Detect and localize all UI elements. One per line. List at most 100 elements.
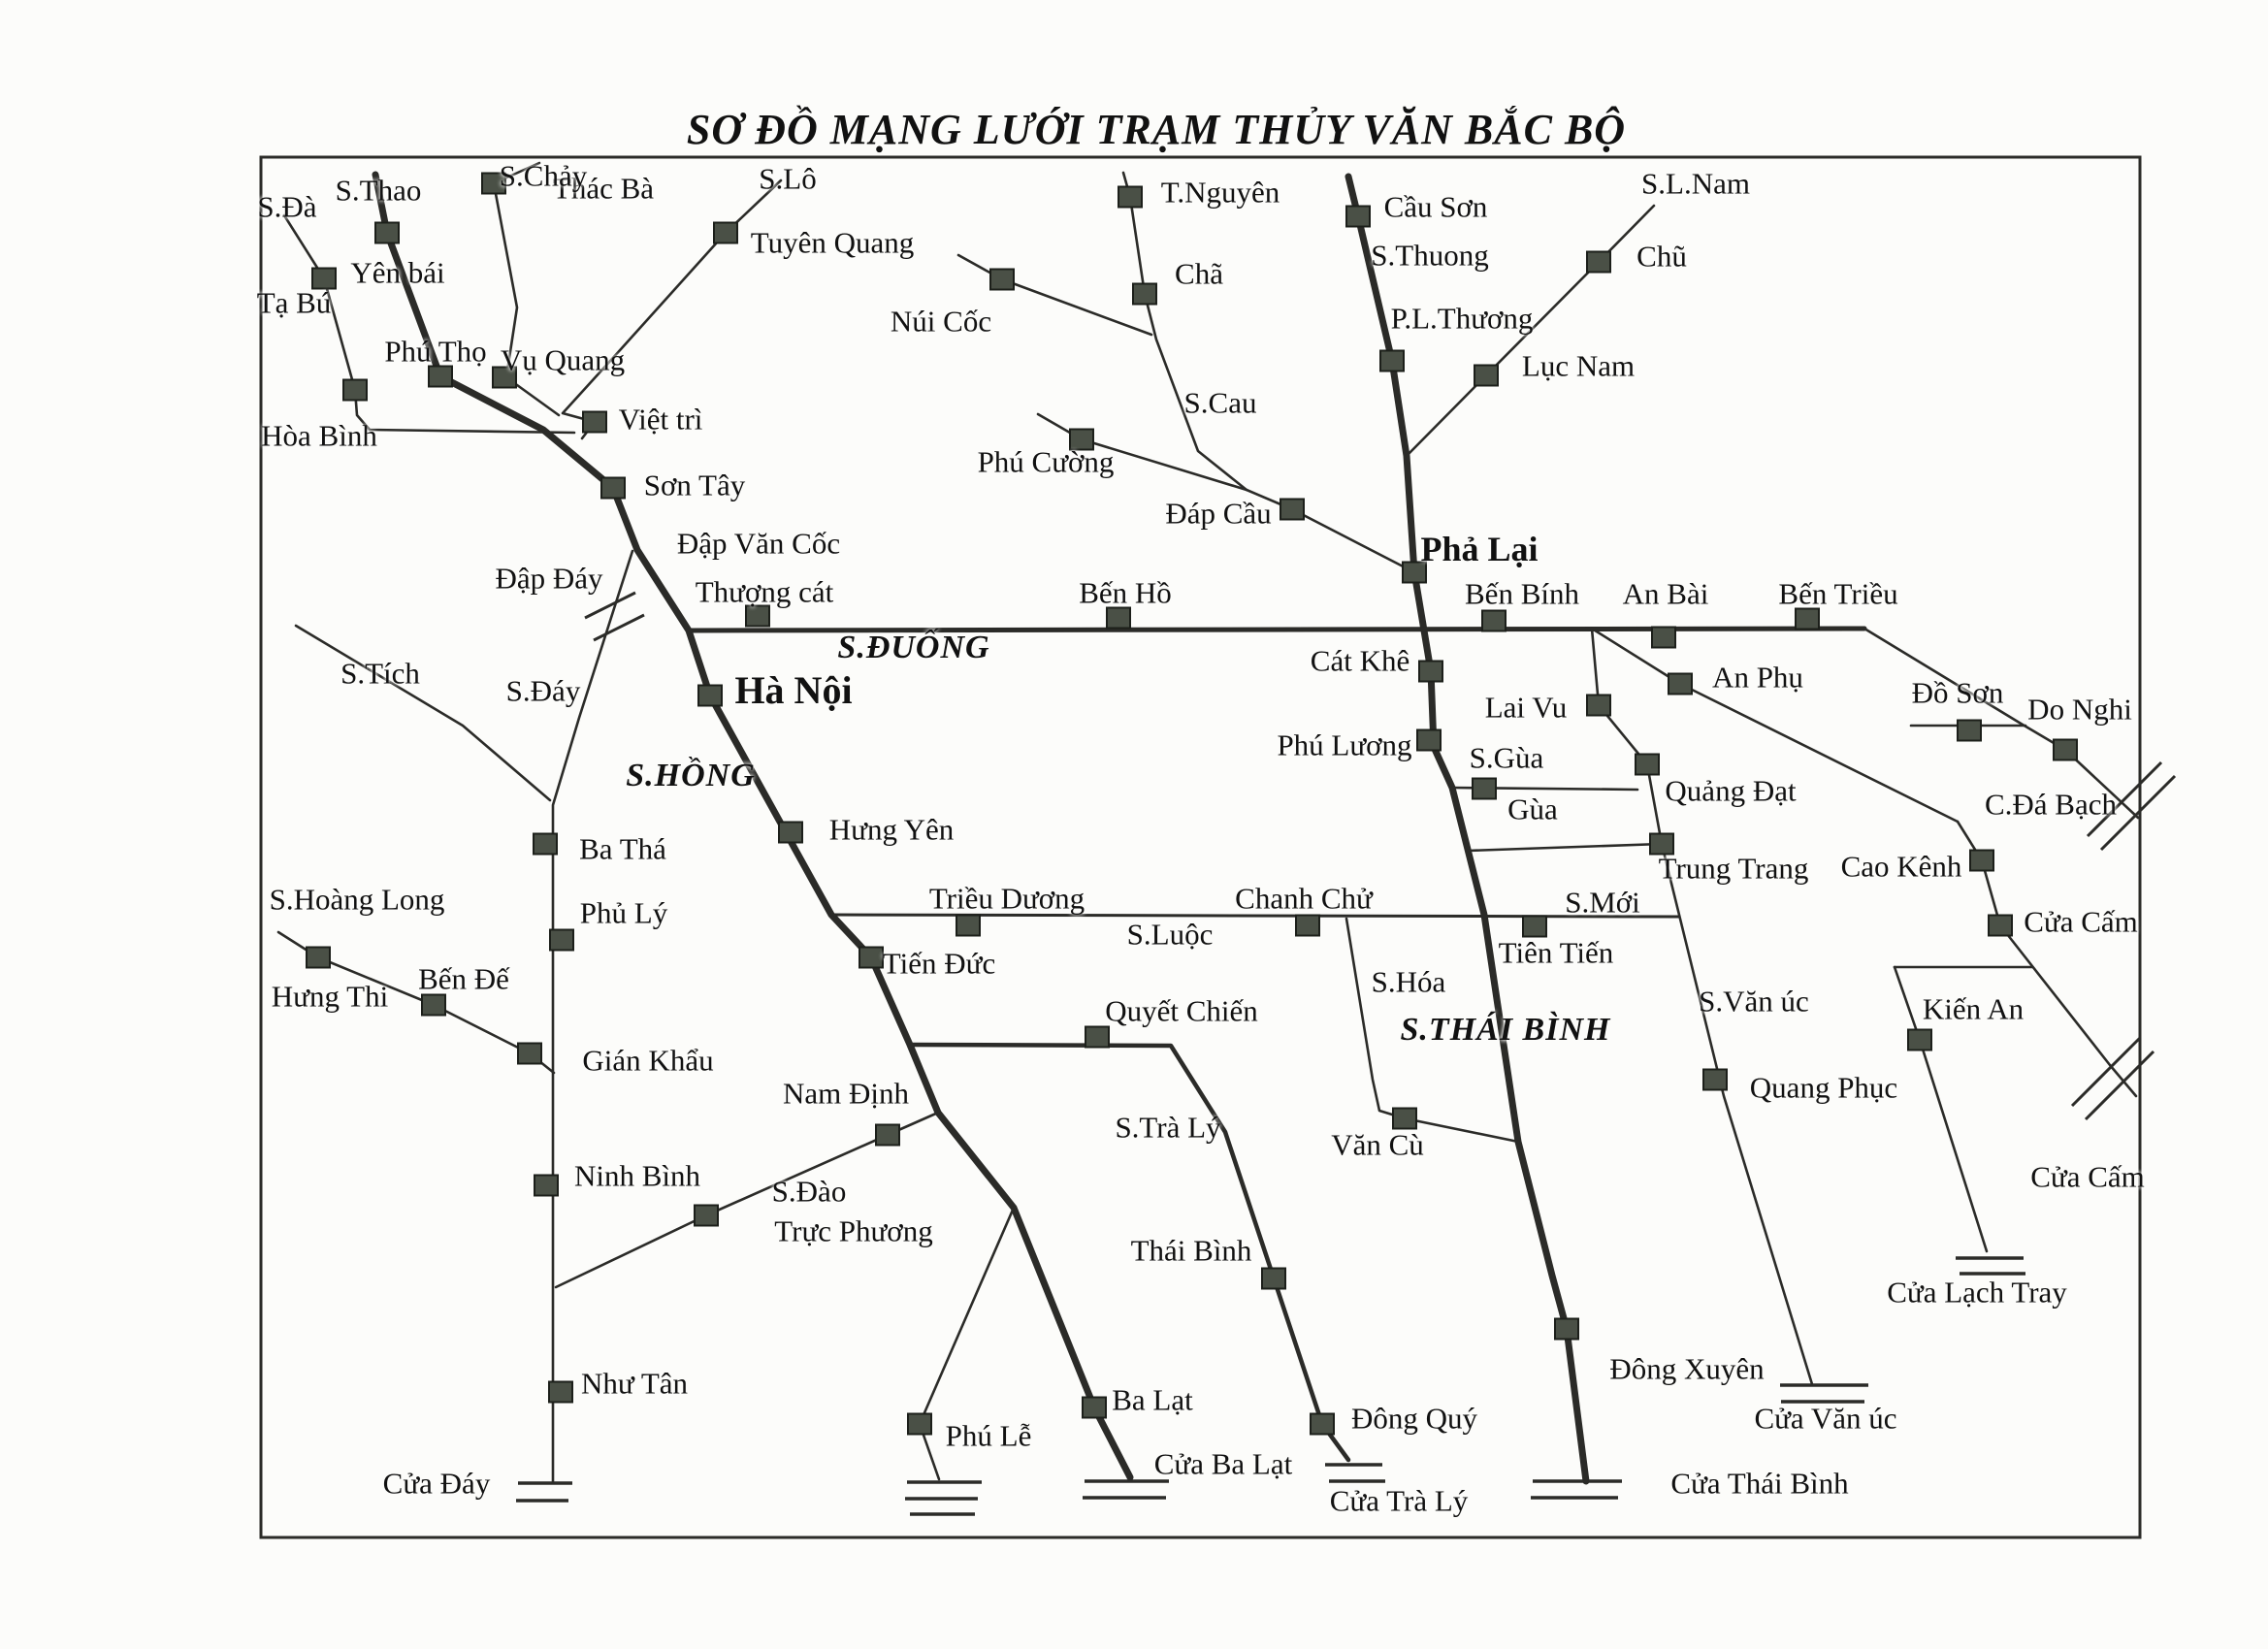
station-label-22: An Bài — [1622, 576, 1709, 611]
river-line-23 — [294, 624, 552, 802]
station-label-33: Ba Thá — [579, 831, 666, 866]
river-label-10: S.Tích — [340, 656, 420, 691]
station-marker-5 — [1345, 205, 1371, 228]
hatch-mark-0-1 — [593, 613, 645, 642]
station-marker-57 — [1310, 1412, 1335, 1436]
river-label-3: S.Lô — [759, 161, 817, 196]
river-label-4: S.L.Nam — [1641, 166, 1750, 201]
hatch-mark-1-1 — [2099, 774, 2177, 852]
river-label-25: Cửa Trà Lý — [1329, 1483, 1469, 1518]
station-marker-24 — [1418, 660, 1443, 683]
station-label-31: Quảng Đạt — [1665, 773, 1797, 808]
station-label-53: Thái Bình — [1130, 1233, 1252, 1268]
station-marker-38 — [549, 928, 574, 952]
station-marker-15 — [1069, 428, 1094, 451]
river-label-23: Cửa Đáy — [382, 1466, 491, 1501]
station-marker-11 — [428, 365, 453, 388]
station-label-7: Núi Cốc — [890, 304, 992, 339]
river-label-8: Đập Đáy — [495, 561, 603, 596]
river-label-22: S.Trà Lý — [1115, 1110, 1221, 1145]
river-label-29: Cửa Cấm — [2030, 1159, 2145, 1194]
station-label-17: Đáp Cầu — [1165, 496, 1272, 531]
river-line-3 — [492, 161, 561, 417]
station-label-37: Cửa Cấm — [2024, 904, 2138, 939]
station-label-21: Bến Bính — [1465, 576, 1579, 611]
river-label-19: S.THÁI BÌNH — [1400, 1012, 1611, 1048]
station-label-14: Việt trì — [618, 402, 703, 436]
station-label-30: Do Nghi — [2027, 692, 2132, 727]
river-label-0: S.Đà — [257, 189, 317, 224]
station-marker-7 — [989, 268, 1015, 291]
river-line-2 — [282, 213, 576, 435]
station-marker-45 — [1085, 1025, 1110, 1049]
river-label-16: S.Luộc — [1126, 917, 1214, 952]
station-marker-37 — [1988, 914, 2013, 937]
station-label-0: Thác Bà — [552, 171, 655, 206]
station-label-15: Phú Cường — [977, 444, 1115, 479]
station-marker-48 — [1702, 1068, 1728, 1091]
station-label-3: Tuyên Quang — [750, 225, 915, 260]
river-line-4 — [561, 178, 783, 440]
station-label-27: Hà Nội — [734, 668, 853, 712]
station-marker-53 — [1261, 1267, 1286, 1290]
station-marker-8 — [1132, 282, 1157, 306]
station-marker-52 — [694, 1204, 719, 1227]
station-label-26: Lai Vu — [1484, 690, 1568, 725]
river-label-20: S.Văn úc — [1699, 984, 1809, 1018]
station-marker-41 — [1295, 914, 1320, 937]
hatch-mark-1-0 — [2086, 760, 2163, 838]
station-marker-25 — [1668, 672, 1693, 695]
station-marker-19 — [1106, 606, 1131, 630]
station-marker-50 — [875, 1123, 900, 1147]
river-label-11: S.Đáy — [505, 673, 581, 708]
station-marker-39 — [306, 946, 331, 969]
station-label-12: Vụ Quang — [500, 342, 626, 377]
station-marker-46 — [1907, 1028, 1932, 1051]
station-label-46: Kiến An — [1922, 991, 2025, 1026]
station-marker-1 — [374, 221, 400, 244]
hatch-mark-2-0 — [2070, 1036, 2142, 1108]
river-label-12: S.HỒNG — [626, 758, 756, 793]
station-marker-13 — [342, 378, 368, 402]
river-label-9: S.ĐUỐNG — [837, 630, 990, 665]
station-label-40: Triều Dương — [928, 881, 1085, 916]
station-label-13: Hòa Bình — [261, 418, 377, 453]
station-marker-42 — [1522, 915, 1547, 938]
station-label-49: Văn Cù — [1331, 1127, 1424, 1162]
station-label-34: Hưng Yên — [828, 812, 955, 847]
station-marker-6 — [1586, 250, 1611, 274]
station-marker-58 — [907, 1412, 932, 1436]
river-label-6: S.Cau — [1183, 385, 1257, 420]
station-label-19: Bến Hồ — [1079, 575, 1172, 610]
river-label-7: Đập Văn Cốc — [676, 526, 841, 561]
station-label-52: Trực Phương — [774, 1213, 933, 1248]
station-label-55: Như Tân — [580, 1366, 689, 1401]
station-label-1: Yên bái — [350, 255, 445, 290]
station-label-38: Phủ Lý — [579, 895, 668, 930]
station-label-42: Tiên Tiến — [1498, 935, 1614, 970]
station-marker-4 — [1118, 185, 1143, 209]
station-label-10: Lục Nam — [1521, 348, 1636, 383]
station-label-58: Phú Lễ — [945, 1418, 1032, 1453]
station-label-5: Cầu Sơn — [1383, 189, 1488, 224]
station-label-50: Nam Định — [782, 1076, 910, 1111]
station-label-28: Phú Lương — [1277, 728, 1412, 762]
station-label-4: T.Nguyên — [1160, 175, 1280, 210]
station-label-6: Chũ — [1636, 239, 1687, 274]
station-marker-27 — [697, 684, 723, 707]
station-label-16: Sơn Tây — [643, 468, 746, 502]
station-marker-56 — [1082, 1396, 1107, 1419]
station-marker-32 — [1472, 777, 1497, 800]
station-marker-54 — [1554, 1317, 1579, 1341]
station-label-29: Đồ Sơn — [1911, 675, 2004, 710]
river-label-28: Cửa Lạch Tray — [1887, 1275, 2067, 1310]
station-marker-17 — [1280, 498, 1305, 521]
station-marker-31 — [1635, 753, 1660, 776]
station-label-23: Bến Triều — [1778, 576, 1898, 611]
station-marker-55 — [548, 1380, 573, 1404]
station-marker-35 — [1649, 832, 1674, 856]
station-marker-33 — [533, 832, 558, 856]
station-marker-9 — [1379, 349, 1405, 372]
map-title: SƠ ĐỒ MẠNG LƯỚI TRẠM THỦY VĂN BẮC BỘ — [686, 106, 1627, 153]
station-marker-49 — [1392, 1107, 1417, 1130]
